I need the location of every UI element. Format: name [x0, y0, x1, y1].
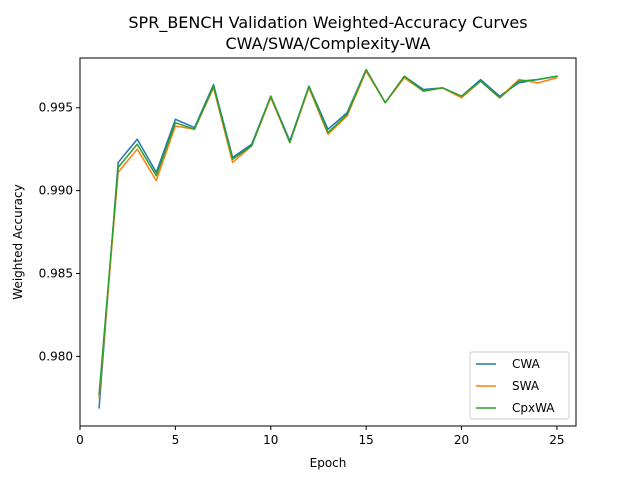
y-tick-label: 0.990 [39, 184, 73, 198]
x-axis: 0 5 10 15 20 25 [76, 426, 565, 447]
x-tick-label: 0 [76, 433, 84, 447]
series-line-cpxwa [98, 68, 558, 396]
chart-title: SPR_BENCH Validation Weighted-Accuracy C… [128, 13, 527, 33]
x-tick-label: 20 [454, 433, 469, 447]
y-tick-label: 0.980 [39, 349, 73, 363]
y-tick-label: 0.995 [39, 101, 73, 115]
series-line-swa [98, 70, 558, 399]
series-line-cwa [98, 68, 558, 409]
legend-label-cpxwa: CpxWA [512, 401, 555, 415]
x-axis-label: Epoch [310, 456, 347, 470]
legend-label-cwa: CWA [512, 357, 541, 371]
x-tick-label: 15 [359, 433, 374, 447]
legend: CWA SWA CpxWA [469, 351, 570, 420]
y-tick-label: 0.985 [39, 266, 73, 280]
plot-area [79, 57, 577, 427]
legend-box [469, 351, 570, 420]
y-axis: 0.980 0.985 0.990 0.995 [39, 101, 80, 363]
x-tick-label: 10 [263, 433, 278, 447]
chart-subtitle: CWA/SWA/Complexity-WA [226, 34, 431, 53]
x-tick-label: 25 [549, 433, 564, 447]
legend-label-swa: SWA [512, 379, 540, 393]
y-axis-label: Weighted Accuracy [11, 184, 25, 299]
series-lines [98, 68, 558, 409]
x-tick-label: 5 [172, 433, 180, 447]
